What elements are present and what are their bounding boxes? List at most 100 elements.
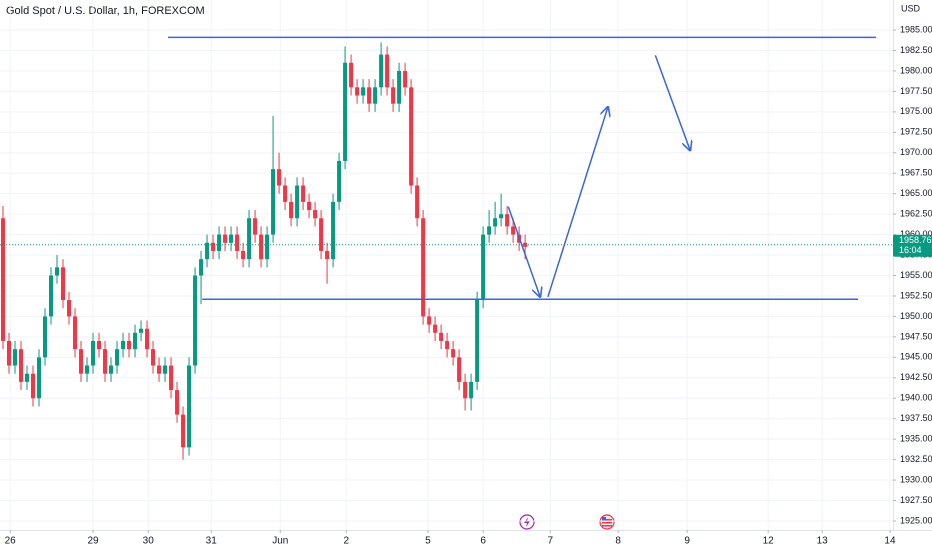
candle-body — [151, 349, 156, 366]
y-tick-label: 1960.00 — [900, 229, 932, 239]
y-tick-label: 1942.50 — [900, 372, 932, 382]
candle-body — [253, 218, 258, 235]
last-price-label: 1958.76 — [899, 235, 932, 245]
candle-body — [403, 70, 408, 88]
candle-body — [337, 160, 342, 202]
candle-body — [271, 169, 276, 235]
candle-body — [85, 365, 90, 374]
y-tick-label: 1972.50 — [900, 127, 932, 137]
candle-body — [163, 365, 168, 374]
candle-body — [343, 62, 348, 161]
candle-body — [223, 234, 228, 243]
y-tick-label: 1925.00 — [900, 515, 932, 525]
candle-body — [115, 349, 120, 366]
candle-body — [67, 300, 72, 317]
candle-body — [79, 349, 84, 374]
candle-body — [493, 218, 498, 227]
candle-body — [145, 328, 150, 350]
candle-body — [1, 218, 6, 341]
y-tick-label: 1982.50 — [900, 45, 932, 55]
candle-body — [295, 185, 300, 219]
candle-body — [19, 349, 24, 382]
y-tick-label: 1977.50 — [900, 86, 932, 96]
plot — [0, 36, 893, 460]
candle-body — [361, 87, 366, 96]
x-tick-label: 8 — [615, 536, 621, 547]
y-tick-label: 1945.00 — [900, 352, 932, 362]
y-tick-label: 1965.00 — [900, 188, 932, 198]
y-tick-label: 1955.00 — [900, 270, 932, 280]
candle-body — [199, 259, 204, 276]
candle-body — [313, 210, 318, 219]
candle-body — [445, 340, 450, 350]
candle-body — [433, 324, 438, 333]
candle-body — [157, 365, 162, 374]
x-tick-label: 29 — [87, 536, 99, 547]
candle-body — [175, 390, 180, 415]
candle-body — [97, 340, 102, 350]
event-icon[interactable] — [519, 514, 535, 530]
candle-body — [349, 62, 354, 88]
x-tick-label: 14 — [884, 536, 896, 547]
candle-body — [301, 185, 306, 202]
x-tick-label: Jun — [272, 536, 288, 547]
arrow — [507, 206, 540, 297]
x-tick-label: 31 — [206, 536, 218, 547]
arrow — [654, 55, 690, 150]
axes: 1925.00 1927.50 1930.00 1932.50 1935.00 1937.… — [5, 24, 932, 547]
candle-body — [133, 332, 138, 350]
candle-body — [325, 250, 330, 260]
candle-body — [181, 414, 186, 448]
candle-body — [205, 242, 210, 260]
candle-body — [49, 275, 54, 317]
candle-body — [469, 381, 474, 399]
candle-body — [217, 234, 222, 251]
y-tick-label: 1980.00 — [900, 65, 932, 75]
candle-body — [439, 332, 444, 341]
y-tick-label: 1970.00 — [900, 147, 932, 157]
candle-body — [409, 87, 414, 186]
candle-body — [511, 226, 516, 235]
candle-body — [7, 340, 12, 366]
candle-body — [211, 242, 216, 251]
candle-body — [127, 340, 132, 350]
candle-body — [25, 373, 30, 382]
y-tick-label: 1932.50 — [900, 454, 932, 464]
candle-body — [139, 328, 144, 333]
candle-body — [499, 214, 504, 219]
candle-body — [475, 300, 480, 382]
candle-body — [367, 87, 372, 104]
candle-body — [307, 201, 312, 211]
x-tick-label: 5 — [425, 536, 431, 547]
candle-body — [187, 365, 192, 448]
candle-body — [319, 218, 324, 251]
candle-body — [109, 365, 114, 374]
y-tick-label: 1985.00 — [900, 24, 932, 34]
candle-body — [427, 316, 432, 325]
candle-body — [373, 87, 378, 104]
y-tick-label: 1975.00 — [900, 106, 932, 116]
y-tick-label: 1947.50 — [900, 331, 932, 341]
candle-body — [235, 234, 240, 251]
candle-body — [463, 381, 468, 399]
x-tick-label: 26 — [5, 536, 17, 547]
y-tick-label: 1930.00 — [900, 474, 932, 484]
x-tick-label: 12 — [763, 536, 775, 547]
candle-body — [169, 365, 174, 391]
candle-body — [55, 267, 60, 276]
candle-body — [277, 169, 282, 186]
x-tick-label: 9 — [684, 536, 690, 547]
candle-body — [31, 373, 36, 399]
candle-body — [43, 316, 48, 358]
candle-body — [247, 218, 252, 260]
candle-body — [331, 201, 336, 260]
chart-title: Gold Spot / U.S. Dollar, 1h, FOREXCOM — [6, 5, 205, 17]
x-tick-label: 7 — [548, 536, 554, 547]
y-tick-label: 1935.00 — [900, 434, 932, 444]
event-icon[interactable] — [599, 514, 615, 530]
candle-body — [421, 218, 426, 317]
candle-body — [379, 54, 384, 88]
x-tick-label: 2 — [343, 536, 349, 547]
candle-body — [289, 201, 294, 219]
